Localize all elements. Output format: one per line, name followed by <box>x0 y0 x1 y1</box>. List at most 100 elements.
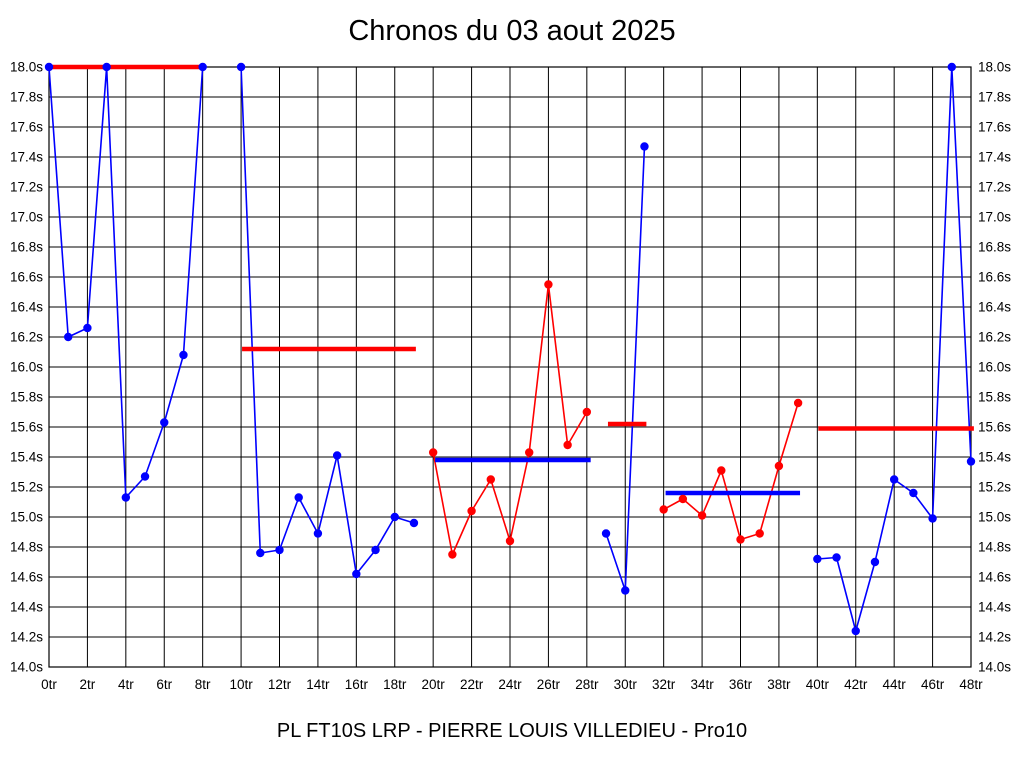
lap-point <box>813 554 822 564</box>
lap-point <box>313 529 323 538</box>
x-tick-label: 8tr <box>195 677 211 692</box>
lap-point <box>793 398 803 408</box>
lap-point <box>140 472 150 481</box>
y-tick-label-left: 14.2s <box>10 630 43 645</box>
x-tick-label: 30tr <box>614 677 638 692</box>
x-tick-label: 24tr <box>498 677 522 692</box>
lap-point <box>332 451 342 460</box>
y-tick-label-right: 16.2s <box>978 330 1011 345</box>
lap-series-line <box>663 402 799 541</box>
y-tick-label-right: 16.0s <box>978 360 1011 375</box>
x-tick-label: 44tr <box>883 677 907 692</box>
lap-point <box>371 545 380 555</box>
x-tick-label: 48tr <box>959 677 983 692</box>
y-tick-label-right: 16.4s <box>978 300 1011 315</box>
lap-point <box>467 506 476 516</box>
y-tick-label-left: 18.0s <box>10 60 43 75</box>
y-tick-label-left: 15.0s <box>10 510 43 525</box>
lap-point <box>448 550 457 559</box>
lap-point <box>774 461 784 471</box>
y-tick-label-left: 14.0s <box>10 660 43 675</box>
lap-point <box>160 418 169 427</box>
y-tick-label-right: 17.0s <box>978 210 1011 225</box>
y-tick-label-left: 17.6s <box>10 120 43 135</box>
lap-point <box>121 493 131 502</box>
x-tick-label: 16tr <box>345 677 369 692</box>
lap-point <box>678 494 688 504</box>
lap-point <box>102 62 111 72</box>
x-tick-label: 34tr <box>690 677 714 692</box>
y-tick-label-left: 14.8s <box>10 540 43 555</box>
lap-point <box>198 62 207 72</box>
lap-point <box>486 475 495 484</box>
y-tick-label-left: 15.2s <box>10 480 43 495</box>
lap-point <box>179 350 188 360</box>
lap-point <box>83 323 92 333</box>
y-tick-label-right: 17.6s <box>978 120 1011 135</box>
y-tick-label-left: 17.0s <box>10 210 43 225</box>
lap-point <box>582 407 592 417</box>
lap-point <box>64 332 73 342</box>
chart-title: Chronos du 03 aout 2025 <box>348 15 676 47</box>
lap-point <box>832 553 841 562</box>
y-tick-label-right: 14.6s <box>978 570 1011 585</box>
lap-point <box>621 586 630 595</box>
y-tick-label-right: 17.2s <box>978 180 1011 195</box>
lap-point <box>409 518 419 528</box>
x-tick-label: 40tr <box>806 677 830 692</box>
lap-point <box>505 536 515 546</box>
y-tick-label-right: 16.6s <box>978 270 1011 285</box>
x-tick-label: 6tr <box>156 677 172 692</box>
y-tick-label-left: 17.4s <box>10 150 43 165</box>
x-tick-label: 4tr <box>118 677 134 692</box>
lap-point <box>717 466 726 475</box>
lap-point <box>870 557 880 567</box>
y-tick-label-right: 15.6s <box>978 420 1011 435</box>
lap-point <box>563 440 572 450</box>
x-tick-label: 14tr <box>306 677 330 692</box>
lap-point <box>275 545 284 555</box>
y-tick-label-right: 15.4s <box>978 450 1011 465</box>
lap-point <box>889 475 899 484</box>
lap-point <box>851 626 860 636</box>
y-tick-label-left: 15.8s <box>10 390 43 405</box>
y-tick-label-left: 14.4s <box>10 600 43 615</box>
lap-point <box>525 448 534 457</box>
y-tick-label-right: 15.8s <box>978 390 1011 405</box>
x-tick-label: 46tr <box>921 677 945 692</box>
y-tick-label-left: 14.6s <box>10 570 43 585</box>
lap-point <box>659 505 668 514</box>
y-tick-label-left: 15.6s <box>10 420 43 435</box>
x-tick-label: 32tr <box>652 677 676 692</box>
x-tick-label: 26tr <box>537 677 561 692</box>
lap-point <box>909 488 918 498</box>
y-tick-label-left: 17.8s <box>10 90 43 105</box>
y-tick-label-right: 17.4s <box>978 150 1011 165</box>
y-tick-label-right: 14.4s <box>978 600 1011 615</box>
x-tick-label: 18tr <box>383 677 407 692</box>
x-tick-label: 20tr <box>422 677 446 692</box>
y-tick-label-right: 15.0s <box>978 510 1011 525</box>
lap-point <box>697 511 707 520</box>
lap-point <box>256 548 265 558</box>
lap-point <box>352 569 361 579</box>
chart-footer: PL FT10S LRP - PIERRE LOUIS VILLEDIEU - … <box>276 720 748 742</box>
x-tick-label: 42tr <box>844 677 868 692</box>
lap-point <box>928 514 937 523</box>
y-tick-label-left: 16.4s <box>10 300 43 315</box>
lap-point <box>390 512 399 522</box>
lap-point <box>947 62 956 72</box>
y-tick-label-right: 18.0s <box>978 60 1011 75</box>
lap-point <box>736 535 745 544</box>
y-tick-label-right: 14.2s <box>978 630 1011 645</box>
lap-series-line <box>240 66 415 575</box>
lap-point <box>640 142 649 151</box>
y-tick-label-right: 14.8s <box>978 540 1011 555</box>
x-tick-label: 0tr <box>41 677 57 692</box>
lap-point <box>294 493 303 502</box>
lap-point <box>544 280 553 289</box>
y-tick-label-left: 16.0s <box>10 360 43 375</box>
y-tick-label-right: 15.2s <box>978 480 1011 495</box>
